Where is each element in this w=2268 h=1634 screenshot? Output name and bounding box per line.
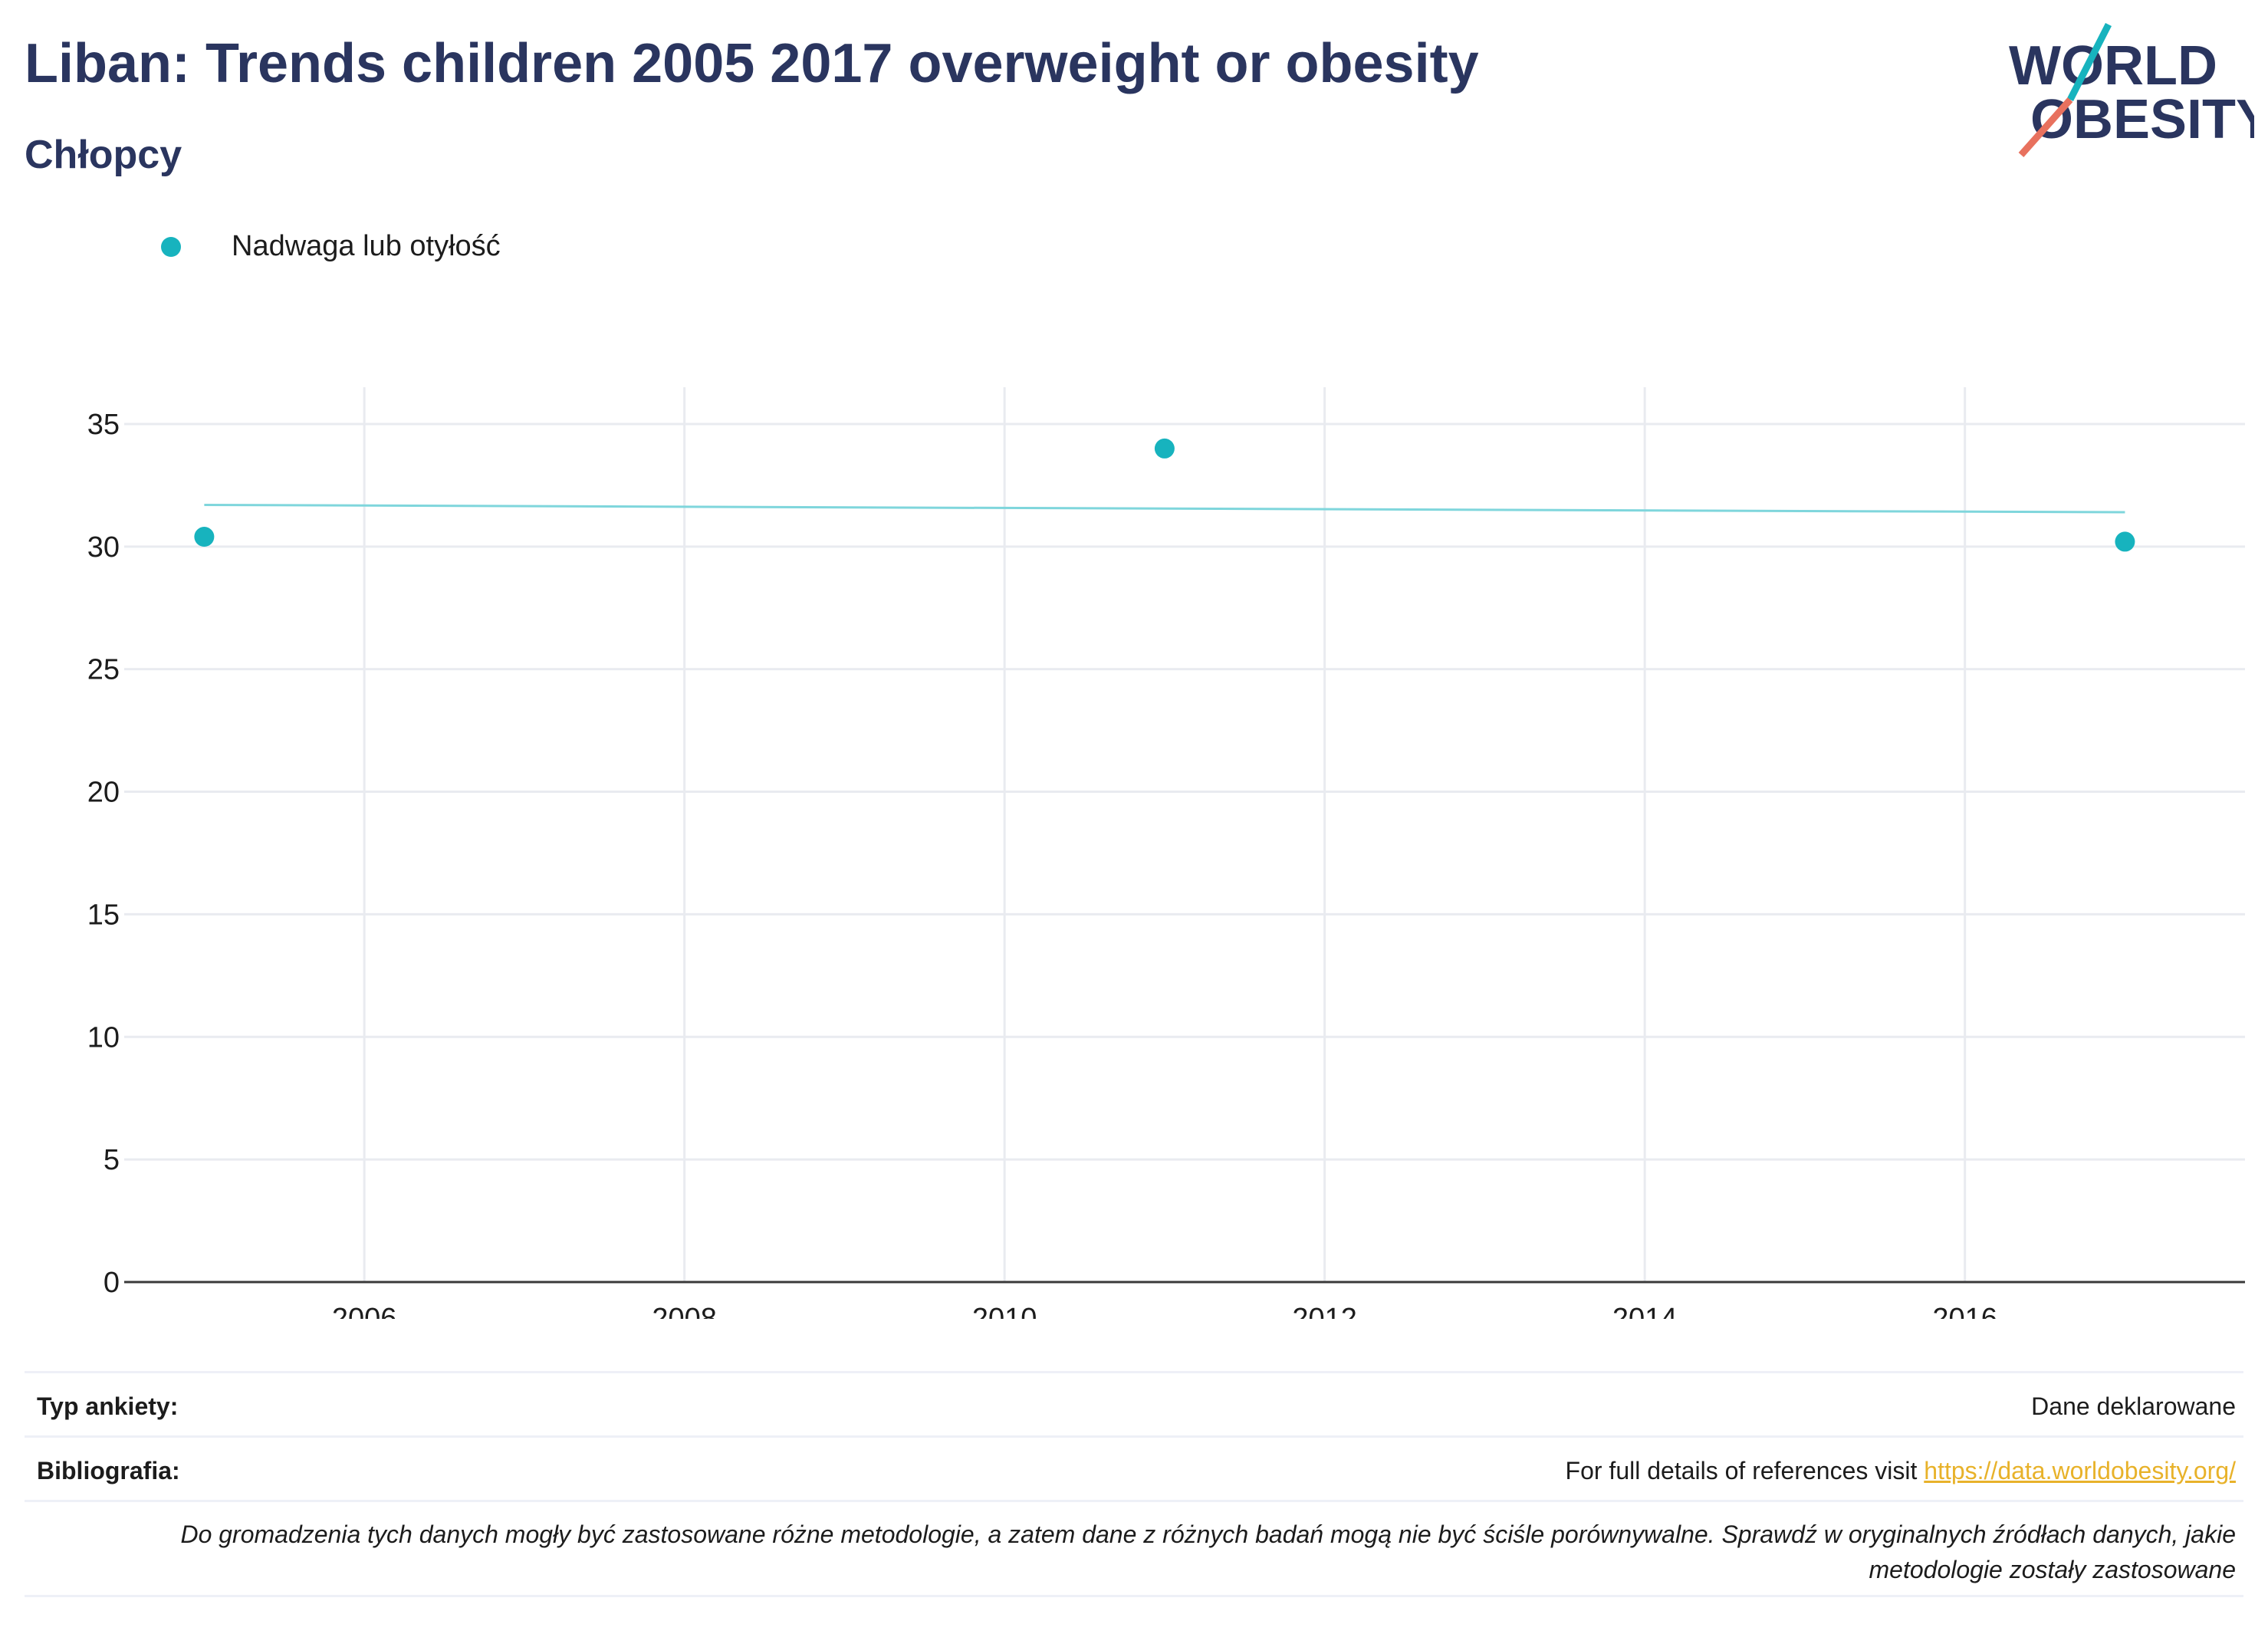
y-tick-label: 5 xyxy=(104,1144,120,1176)
page-subtitle: Chłopcy xyxy=(25,133,182,177)
footer-divider xyxy=(25,1595,2243,1597)
survey-type-label: Typ ankiety: xyxy=(37,1392,179,1420)
x-tick-label: 2006 xyxy=(332,1303,397,1319)
y-tick-label: 10 xyxy=(87,1021,120,1054)
chart-grid xyxy=(124,387,2245,1282)
logo-line1: WORLD xyxy=(2009,35,2217,97)
x-tick-label: 2014 xyxy=(1612,1303,1678,1319)
y-tick-label: 30 xyxy=(87,531,120,564)
footer-divider xyxy=(25,1371,2243,1373)
x-tick-label: 2016 xyxy=(1932,1303,1997,1319)
data-point xyxy=(1154,438,1175,459)
bibliography-label: Bibliografia: xyxy=(37,1457,180,1484)
y-tick-label: 20 xyxy=(87,777,120,809)
bibliography-value: For full details of references visit htt… xyxy=(1566,1457,2236,1485)
y-tick-label: 25 xyxy=(87,654,120,686)
chart-legend[interactable]: Nadwaga lub otyłość xyxy=(161,230,501,263)
page-title: Liban: Trends children 2005 2017 overwei… xyxy=(25,33,1479,94)
trendline-layer xyxy=(204,503,2125,514)
world-obesity-logo: WORLD OBESITY xyxy=(2009,23,2254,157)
data-points xyxy=(194,438,2135,552)
scatter-chart: 2006 2008 2010 2012 2014 2016 0 5 10 15 20 25 30 35 xyxy=(87,387,2245,1319)
bibliography-link[interactable]: https://data.worldobesity.org/ xyxy=(1924,1457,2236,1484)
legend-label: Nadwaga lub otyłość xyxy=(232,230,501,262)
y-tick-label: 0 xyxy=(104,1267,120,1299)
chart-axes: 2006 2008 2010 2012 2014 2016 0 5 10 15 20 25 30 35 xyxy=(87,409,2245,1319)
x-tick-label: 2010 xyxy=(972,1303,1037,1319)
data-point xyxy=(194,527,215,547)
legend-marker xyxy=(161,236,181,257)
methodology-note: Do gromadzenia tych danych mogły być zas… xyxy=(180,1521,2236,1583)
y-tick-label: 35 xyxy=(87,409,120,441)
footer-divider xyxy=(25,1435,2243,1438)
bibliography-text: For full details of references visit xyxy=(1565,1457,1925,1484)
footer-divider xyxy=(25,1500,2243,1502)
data-point xyxy=(2115,531,2135,552)
y-tick-label: 15 xyxy=(87,899,120,931)
x-tick-label: 2012 xyxy=(1292,1303,1357,1319)
logo-slash-teal xyxy=(2066,23,2112,102)
trendline xyxy=(204,503,2125,514)
x-tick-label: 2008 xyxy=(652,1303,717,1319)
logo-slash-coral xyxy=(2018,97,2073,157)
survey-type-value: Dane deklarowane xyxy=(2031,1392,2236,1420)
